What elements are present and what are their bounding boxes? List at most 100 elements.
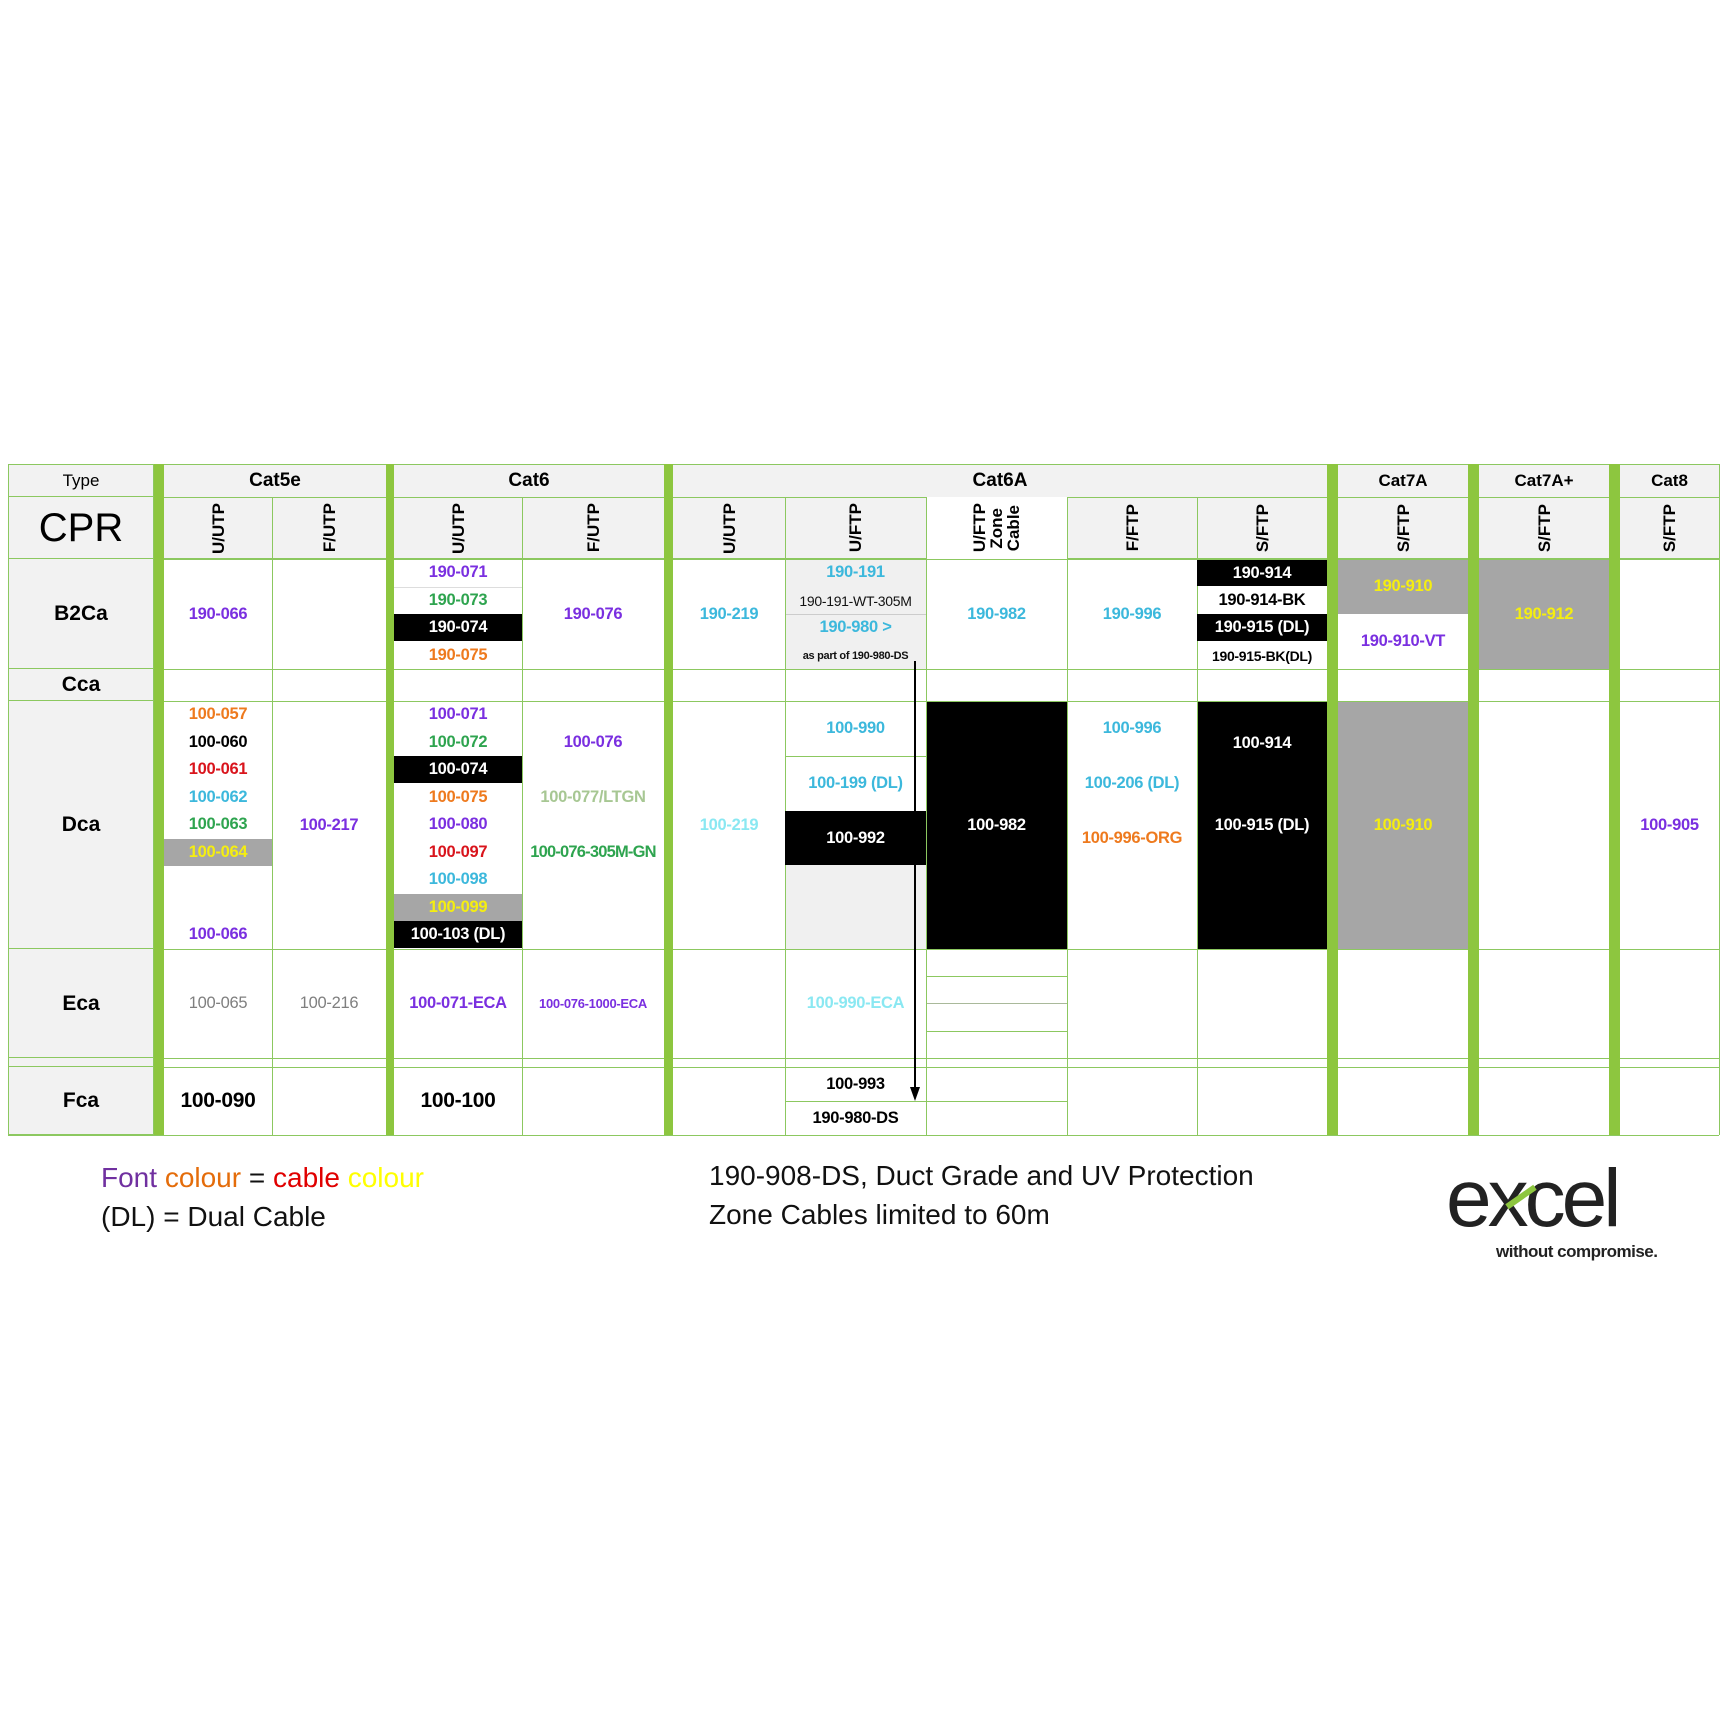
subtype-header: F/UTP [319, 503, 339, 553]
part-number: 100-990-ECA [806, 994, 905, 1012]
part-number: 100-062 [188, 788, 248, 806]
subtype-header: U/UTP [208, 502, 228, 554]
part-number: 190-915 (DL) [1197, 614, 1327, 641]
note-zone-cables: Zone Cables limited to 60m [709, 1199, 1050, 1230]
row-label-b2ca: B2Ca [54, 602, 108, 625]
category-cat7a: Cat7A [1378, 470, 1428, 490]
legend-word: Font [101, 1162, 158, 1193]
row-label-cell [8, 559, 154, 669]
legend-word: cable [273, 1162, 340, 1193]
row-label-cell [8, 669, 154, 701]
note-duct-grade: 190-908-DS, Duct Grade and UV Protection [709, 1160, 1254, 1191]
part-number: 190-996 [1102, 604, 1162, 623]
logo-wordmark: excel [1446, 1153, 1621, 1244]
subtype-header: S/FTP [1534, 503, 1554, 553]
legend-word: = [248, 1162, 266, 1193]
category-separator [154, 464, 164, 1135]
part-number: 100-219 [699, 815, 759, 834]
part-number: 190-066 [188, 604, 248, 623]
legend-dual-cable: (DL) = Dual Cable [101, 1201, 326, 1232]
part-number: 190-915-BK(DL) [1211, 647, 1313, 664]
part-number: 190-910 [1373, 577, 1433, 595]
down-arrow-icon [910, 661, 920, 1101]
part-number: 190-076 [563, 604, 623, 623]
cpr-label: CPR [38, 505, 124, 550]
part-number: 190-914 [1197, 560, 1327, 586]
category-separator [1327, 464, 1338, 1135]
legend-font-colour: Font colour = cable colour [101, 1162, 424, 1194]
category-cat5e: Cat5e [249, 469, 301, 491]
subtype-header: U/UTP [448, 502, 468, 554]
part-number: 100-074 [394, 756, 522, 783]
part-number: 100-065 [188, 994, 248, 1012]
subtype-header: U/UTP [719, 502, 739, 554]
legend-word: colour [347, 1162, 424, 1193]
row-label-eca: Eca [62, 991, 100, 1015]
part-number: 190-071 [428, 563, 488, 581]
category-cat6a: Cat6A [972, 469, 1028, 491]
part-number: 100-076-1000-ECA [539, 996, 647, 1011]
part-number: 100-066 [188, 925, 248, 943]
note-text: as part of 190-980-DS [802, 649, 909, 662]
part-number: 190-982 [967, 604, 1026, 623]
part-number: 190-191-WT-305M [799, 592, 912, 609]
part-number: 100-076 [563, 733, 623, 751]
part-number: 190-912 [1514, 604, 1574, 623]
part-number: 100-996 [1102, 719, 1162, 737]
part-number: 100-217 [299, 815, 359, 834]
part-number: 190-075 [428, 646, 488, 664]
part-number: 190-074 [394, 614, 522, 641]
part-number: 100-064 [164, 839, 272, 866]
category-separator [664, 464, 673, 1135]
category-cat7a-plus: Cat7A+ [1514, 470, 1574, 490]
part-number: 100-090 [180, 1089, 256, 1112]
row-label-cca: Cca [61, 673, 101, 696]
part-number: 100-061 [188, 760, 248, 778]
row-label-cell [8, 701, 154, 949]
part-number: 100-075 [428, 788, 488, 806]
row-label-cell [8, 949, 154, 1058]
part-number: 100-992 [785, 811, 926, 865]
type-header-cell [8, 464, 154, 497]
part-number: 100-996-ORG [1081, 829, 1183, 847]
part-number: 190-073 [428, 591, 488, 609]
part-number: 190-191 [826, 563, 885, 581]
subtype-header: F/FTP [1122, 504, 1142, 552]
part-number: 190-980-DS [812, 1108, 899, 1127]
part-number: 100-097 [428, 843, 488, 861]
subtype-header: F/UTP [583, 503, 603, 553]
part-number: 190-980 > [819, 618, 892, 636]
part-number: 100-057 [188, 705, 248, 723]
part-number: 100-993 [826, 1074, 885, 1093]
subtype-header: U/FTP [846, 503, 865, 553]
subtype-header: S/FTP [1393, 503, 1413, 553]
part-number: 100-071 [428, 705, 488, 723]
part-number: 100-077/LTGN [540, 788, 646, 806]
part-number: 100-076-305M-GN [530, 843, 656, 861]
part-number: 100-099 [394, 894, 522, 921]
legend-word: colour [164, 1162, 242, 1193]
category-separator [386, 464, 394, 1135]
part-number: 100-206 (DL) [1084, 774, 1180, 792]
part-number: 100-063 [188, 815, 248, 833]
category-cat8: Cat8 [1651, 470, 1688, 490]
type-label: Type [62, 470, 100, 490]
part-number: 100-060 [188, 733, 248, 751]
part-number: 190-219 [699, 604, 759, 623]
subtype-header: S/FTP [1252, 503, 1272, 553]
part-number: 100-982 [967, 815, 1026, 834]
part-number: 100-100 [420, 1089, 496, 1112]
row-label-dca: Dca [61, 813, 101, 836]
part-number: 100-915 (DL) [1214, 816, 1310, 834]
part-number: 100-072 [428, 733, 488, 751]
cpr-header-cell [8, 497, 154, 559]
part-number: 100-071-ECA [409, 994, 507, 1012]
part-number: 100-905 [1640, 815, 1699, 834]
part-number: 190-910-VT [1360, 632, 1446, 650]
part-number: 100-910 [1373, 815, 1433, 834]
part-number: 100-914 [1232, 734, 1292, 752]
part-number: 190-914-BK [1218, 591, 1306, 609]
row-label-fca: Fca [62, 1089, 100, 1112]
part-number: 100-199 (DL) [808, 774, 903, 792]
row-label-cell [8, 1058, 154, 1067]
